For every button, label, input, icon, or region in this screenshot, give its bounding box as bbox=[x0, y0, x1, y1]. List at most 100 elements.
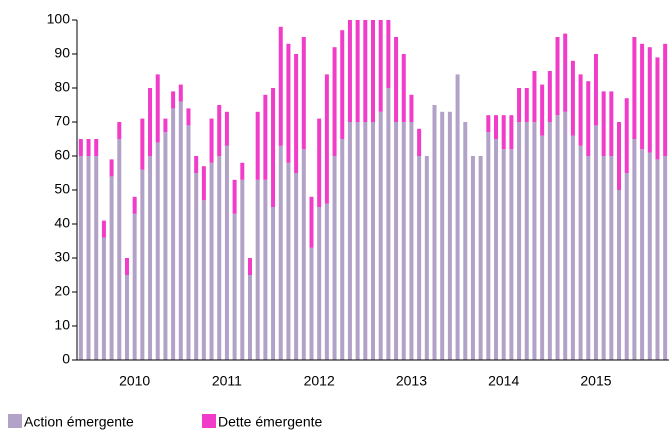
bar-segment bbox=[647, 152, 652, 360]
bar-segment bbox=[94, 139, 99, 156]
bar-segment bbox=[486, 115, 491, 133]
bar-segment bbox=[155, 142, 160, 360]
bar-segment bbox=[340, 30, 345, 140]
bar-segment bbox=[78, 139, 83, 156]
bar-segment bbox=[540, 135, 545, 360]
bar-segment bbox=[301, 149, 306, 360]
bar-segment bbox=[555, 37, 560, 116]
bar-segment bbox=[171, 91, 176, 109]
y-tick-label: 40 bbox=[54, 215, 70, 231]
bar-segment bbox=[486, 132, 491, 360]
bar-segment bbox=[255, 179, 260, 360]
bar-segment bbox=[555, 115, 560, 360]
bar-segment bbox=[355, 20, 360, 122]
bar-segment bbox=[601, 156, 606, 360]
bar-segment bbox=[624, 173, 629, 360]
y-tick-label: 30 bbox=[54, 249, 70, 265]
bar-segment bbox=[217, 105, 222, 156]
bar-segment bbox=[240, 179, 245, 360]
bar-segment bbox=[224, 145, 229, 360]
x-tick-label: 2010 bbox=[119, 373, 150, 389]
bar-segment bbox=[178, 101, 183, 360]
bar-segment bbox=[94, 156, 99, 360]
bar-segment bbox=[455, 74, 460, 361]
bar-segment bbox=[194, 156, 199, 173]
bar-segment bbox=[593, 54, 598, 126]
bar-segment bbox=[409, 94, 414, 122]
bar-segment bbox=[132, 213, 137, 360]
bar-segment bbox=[593, 125, 598, 361]
bar-segment bbox=[186, 108, 191, 126]
bar-segment bbox=[140, 169, 145, 360]
bar-segment bbox=[355, 122, 360, 360]
bar-segment bbox=[463, 122, 468, 360]
bar-segment bbox=[470, 156, 475, 360]
bar-segment bbox=[194, 173, 199, 360]
legend-swatch bbox=[8, 414, 22, 428]
bar-segment bbox=[371, 122, 375, 360]
bar-segment bbox=[171, 108, 176, 361]
bar-segment bbox=[332, 156, 337, 360]
bar-segment bbox=[294, 54, 299, 173]
bar-segment bbox=[563, 33, 568, 112]
bar-segment bbox=[401, 54, 406, 122]
bar-segment bbox=[224, 111, 229, 146]
bar-segment bbox=[117, 122, 122, 139]
x-tick-label: 2014 bbox=[488, 373, 519, 389]
bar-segment bbox=[394, 37, 399, 122]
bar-segment bbox=[255, 111, 260, 180]
bar-segment bbox=[163, 118, 168, 133]
bar-segment bbox=[101, 237, 106, 360]
bar-segment bbox=[378, 111, 383, 360]
bar-segment bbox=[340, 139, 345, 360]
bar-segment bbox=[124, 258, 129, 275]
legend-swatch bbox=[202, 414, 216, 428]
bar-segment bbox=[586, 156, 591, 360]
bar-segment bbox=[517, 88, 522, 122]
bar-segment bbox=[309, 196, 314, 248]
bar-segment bbox=[501, 115, 506, 150]
bar-segment bbox=[563, 111, 568, 360]
bar-segment bbox=[101, 220, 106, 238]
x-tick-label: 2015 bbox=[580, 373, 611, 389]
bar-segment bbox=[663, 156, 668, 360]
bar-segment bbox=[286, 43, 291, 163]
bar-segment bbox=[509, 149, 514, 360]
bar-segment bbox=[163, 132, 168, 360]
bar-segment bbox=[178, 84, 183, 102]
bar-segment bbox=[132, 196, 137, 214]
bar-segment bbox=[647, 47, 652, 153]
bar-segment bbox=[417, 156, 422, 360]
bar-segment bbox=[394, 122, 399, 360]
bar-segment bbox=[663, 43, 668, 156]
bar-segment bbox=[109, 159, 114, 177]
bar-segment bbox=[186, 125, 191, 361]
bar-segment bbox=[148, 88, 153, 156]
y-tick-label: 90 bbox=[54, 45, 70, 61]
bar-segment bbox=[309, 247, 314, 360]
y-tick-label: 20 bbox=[54, 283, 70, 299]
y-tick-label: 10 bbox=[54, 317, 70, 333]
bar-segment bbox=[247, 258, 252, 275]
bar-segment bbox=[271, 88, 276, 207]
bar-segment bbox=[117, 139, 122, 360]
bar-segment bbox=[201, 166, 206, 201]
bar-segment bbox=[586, 81, 591, 156]
bar-segment bbox=[478, 156, 483, 360]
bar-segment bbox=[386, 88, 391, 360]
bar-segment bbox=[332, 47, 337, 157]
x-tick-label: 2011 bbox=[212, 373, 242, 389]
bar-segment bbox=[532, 122, 537, 360]
bar-segment bbox=[517, 122, 522, 360]
y-tick-label: 80 bbox=[54, 79, 70, 95]
bar-segment bbox=[609, 91, 614, 156]
bar-segment bbox=[324, 74, 329, 204]
bar-segment bbox=[232, 179, 237, 214]
bar-segment bbox=[78, 156, 83, 360]
bar-segment bbox=[601, 91, 606, 156]
bar-segment bbox=[524, 122, 529, 360]
bar-segment bbox=[124, 275, 129, 360]
bar-segment bbox=[347, 20, 352, 122]
bar-segment bbox=[501, 149, 506, 360]
